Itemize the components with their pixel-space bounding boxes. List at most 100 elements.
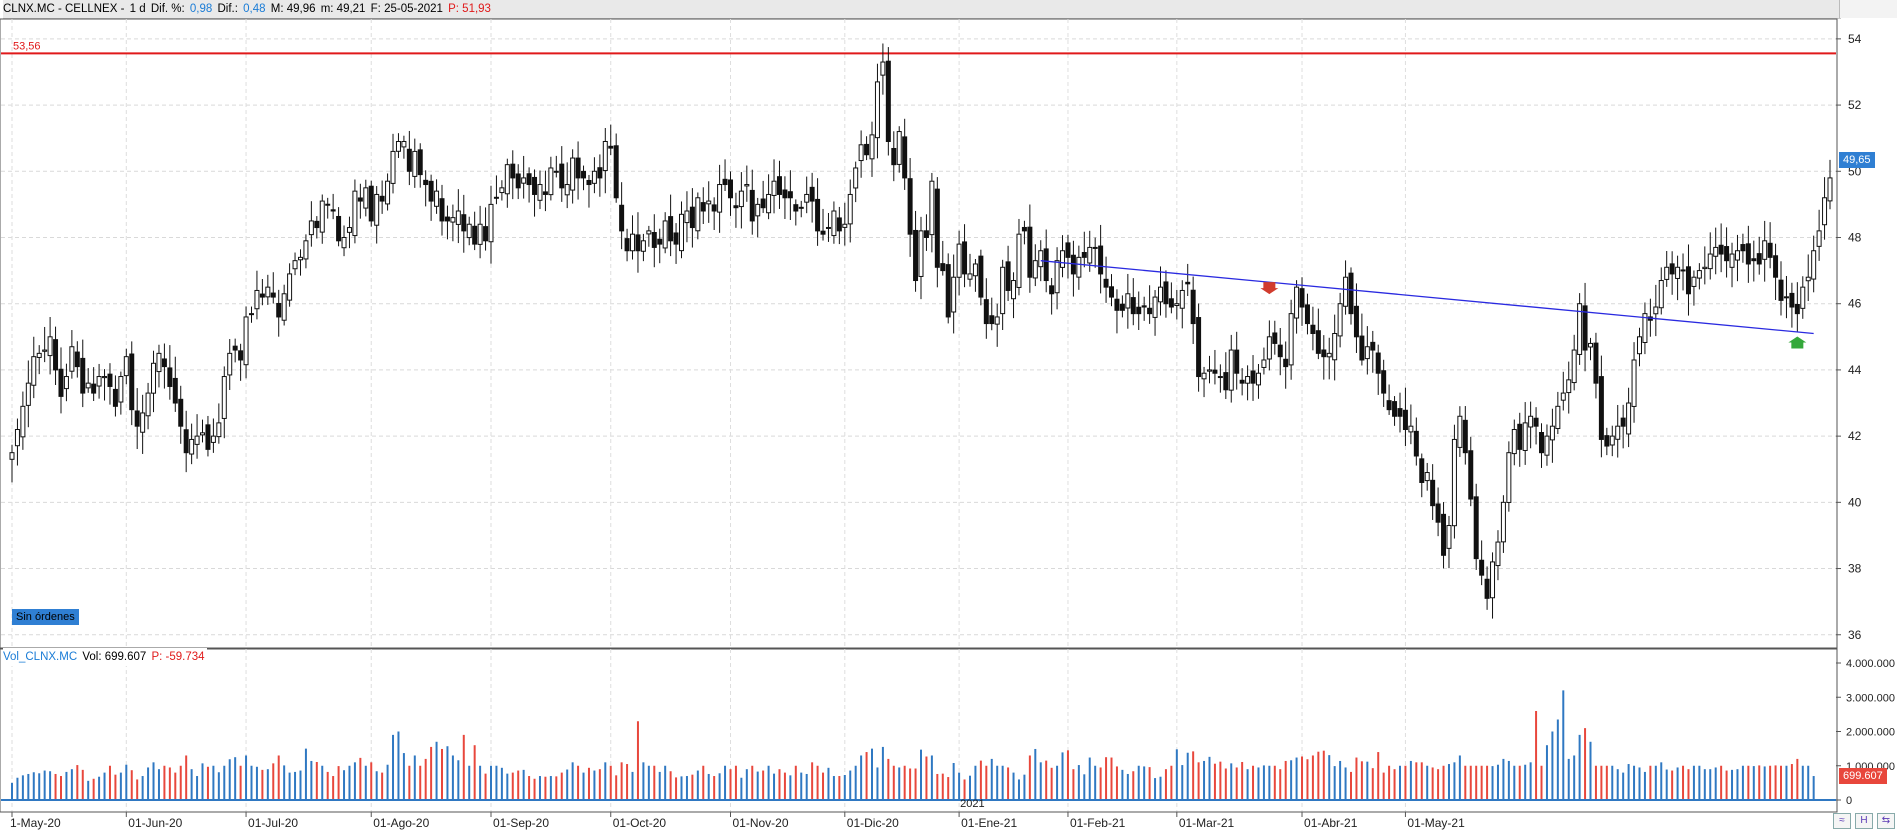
candle-body (1767, 242, 1773, 258)
candle-body (1468, 450, 1474, 500)
dif-pct-value: 0,98 (189, 3, 213, 15)
candle-body (727, 179, 733, 199)
candle-body (1762, 240, 1768, 260)
candle-body (1343, 276, 1349, 307)
candle-body (711, 204, 717, 212)
candle-body (1375, 352, 1381, 374)
candle-body (102, 376, 108, 379)
candle-body (635, 234, 641, 252)
candle-body (896, 131, 902, 165)
candle-body (461, 214, 467, 232)
expand-icon[interactable]: ⇆ (1877, 813, 1895, 829)
candle-body (1228, 349, 1234, 391)
candle-body (194, 435, 200, 445)
candle-body (319, 200, 325, 233)
candle-body (1005, 261, 1011, 291)
candle-body (341, 236, 347, 249)
candle-body (1147, 307, 1153, 315)
candle-body (1130, 297, 1136, 315)
candle-body (619, 204, 625, 232)
candle-body (907, 178, 913, 235)
save-icon[interactable]: H (1855, 813, 1873, 829)
candle-body (1038, 250, 1044, 268)
date-label: F: 25-05-2021 (370, 3, 443, 15)
candle-body (74, 351, 80, 368)
candle-body (47, 336, 53, 357)
candle-body (1745, 243, 1751, 265)
candle-body (1517, 423, 1523, 450)
candle-body (395, 140, 401, 152)
candle-body (1081, 252, 1087, 258)
candle-body (1473, 496, 1479, 560)
orders-status-badge[interactable]: Sin órdenes (12, 609, 79, 625)
volume-panel-frame (0, 648, 1838, 813)
candle-body (210, 435, 216, 443)
candle-body (1626, 402, 1632, 435)
candle-body (591, 170, 597, 184)
price-tick-label: 42 (1848, 429, 1862, 443)
candle-body (1582, 305, 1588, 351)
candle-body (657, 238, 663, 245)
price-tick-label: 46 (1848, 297, 1862, 311)
candle-body (1337, 303, 1343, 337)
candle-body (1397, 408, 1403, 417)
candle-body (706, 200, 712, 205)
candle-body (1680, 269, 1686, 272)
candle-body (297, 256, 303, 261)
candle-body (450, 217, 456, 223)
candle-body (526, 173, 532, 186)
candle-body (744, 184, 750, 187)
compress-icon[interactable]: ≈ (1833, 813, 1851, 829)
min-label: m: 49,21 (320, 3, 366, 15)
candle-body (923, 230, 929, 238)
candle-body (483, 226, 489, 242)
candle-body (151, 362, 157, 394)
candle-body (161, 358, 167, 368)
dif-pct-label: Dif. %: (150, 3, 185, 15)
candle-body (42, 349, 48, 352)
candle-body (1566, 379, 1572, 394)
candle-body (1283, 358, 1289, 368)
candle-body (434, 190, 440, 207)
volume-panel[interactable] (0, 648, 1838, 813)
candle-body (782, 189, 788, 199)
price-tick-label: 38 (1848, 562, 1862, 576)
price-panel-frame (0, 18, 1838, 649)
candle-body (385, 180, 391, 205)
window-control-area[interactable] (1839, 0, 1897, 18)
candle-body (755, 203, 761, 217)
candle-body (1435, 503, 1441, 523)
candle-body (1277, 344, 1283, 358)
candle-body (390, 150, 396, 184)
candle-body (673, 232, 679, 245)
p-label: P: 51,93 (448, 3, 491, 15)
candle-body (1816, 230, 1822, 247)
candle-body (749, 189, 755, 222)
volume-tick-label: 2.000.000 (1846, 727, 1895, 739)
candle-body (205, 424, 211, 450)
candle-body (374, 193, 380, 226)
candle-body (53, 339, 59, 371)
candle-body (521, 177, 527, 184)
candle-body (14, 429, 20, 447)
candle-body (695, 197, 701, 232)
candle-body (221, 376, 227, 419)
candle-body (918, 230, 924, 277)
candle-body (1522, 422, 1528, 451)
volume-name: Vol_CLNX.MC (3, 651, 78, 663)
interval-label[interactable]: 1 d (129, 3, 146, 15)
price-chart-header: CLNX.MC - CELLNEX - 1 d Dif. %: 0,98 Dif… (3, 0, 1841, 19)
candle-body (902, 136, 908, 179)
candle-body (967, 273, 973, 280)
price-panel[interactable]: 53,56 (0, 18, 1838, 649)
candle-body (63, 376, 69, 390)
candle-body (1190, 289, 1196, 325)
candle-body (1168, 298, 1174, 308)
candle-body (559, 163, 565, 189)
candle-body (325, 203, 331, 206)
candle-body (270, 292, 276, 298)
candle-body (809, 186, 815, 202)
candle-body (330, 209, 336, 212)
buy-arrow-icon (1788, 336, 1807, 349)
